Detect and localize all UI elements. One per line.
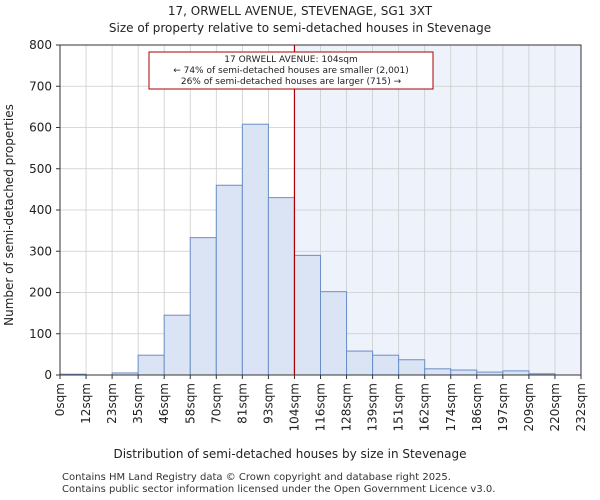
x-tick-label: 162sqm <box>418 383 432 431</box>
x-tick-label: 174sqm <box>444 383 458 431</box>
x-tick-label: 186sqm <box>470 383 484 431</box>
histogram-bar <box>189 237 217 376</box>
histogram-bar <box>450 369 478 376</box>
y-tick-label: 800 <box>29 38 52 52</box>
y-tick-label: 200 <box>29 286 52 300</box>
x-tick-label: 81sqm <box>235 383 249 424</box>
histogram-bar <box>502 370 530 376</box>
x-tick-label: 128sqm <box>340 383 354 431</box>
footer-copyright: Contains HM Land Registry data © Crown c… <box>62 472 451 483</box>
x-tick-label: 35sqm <box>131 383 145 424</box>
x-tick-label: 151sqm <box>392 383 406 431</box>
x-tick-label: 116sqm <box>314 383 328 431</box>
histogram-bar <box>241 123 269 376</box>
histogram-bar <box>424 368 452 376</box>
annotation-box <box>148 51 434 90</box>
chart-subtitle: Size of property relative to semi-detach… <box>108 21 492 35</box>
y-tick-label: 0 <box>44 368 52 382</box>
histogram-bar <box>372 354 400 376</box>
histogram-bar <box>267 197 295 376</box>
x-tick-label: 23sqm <box>105 383 119 424</box>
footer-licence: Contains public sector information licen… <box>62 484 496 495</box>
x-tick-label: 139sqm <box>366 383 380 431</box>
x-tick-label: 104sqm <box>287 383 301 431</box>
x-tick-label: 197sqm <box>496 383 510 431</box>
y-tick-label: 100 <box>29 327 52 341</box>
x-tick-label: 12sqm <box>79 383 93 424</box>
histogram-bar <box>163 314 191 376</box>
histogram-bar <box>137 354 165 376</box>
annotation-line1: 17 ORWELL AVENUE: 104sqm <box>224 55 357 65</box>
chart-title: 17, ORWELL AVENUE, STEVENAGE, SG1 3XT <box>167 4 433 18</box>
x-tick-label: 93sqm <box>261 383 275 424</box>
y-axis-label: Number of semi-detached properties <box>2 104 16 326</box>
x-tick-label: 0sqm <box>53 383 67 416</box>
x-tick-label: 58sqm <box>183 383 197 424</box>
y-tick-label: 300 <box>29 244 52 258</box>
annotation-line3: 26% of semi-detached houses are larger (… <box>181 77 402 87</box>
x-axis-label: Distribution of semi-detached houses by … <box>113 447 466 461</box>
histogram-bar <box>398 359 426 376</box>
x-tick-label: 232sqm <box>574 383 588 431</box>
x-tick-label: 220sqm <box>548 383 562 431</box>
y-tick-label: 600 <box>29 121 52 135</box>
x-tick-label: 46sqm <box>157 383 171 424</box>
histogram-bar <box>215 184 243 376</box>
histogram-bar <box>320 291 348 376</box>
y-tick-label: 700 <box>29 79 52 93</box>
x-tick-label: 209sqm <box>522 383 536 431</box>
histogram-bar <box>293 254 322 376</box>
x-tick-label: 70sqm <box>209 383 223 424</box>
annotation-line2: ← 74% of semi-detached houses are smalle… <box>173 66 409 76</box>
y-tick-label: 400 <box>29 203 52 217</box>
histogram-bar <box>346 350 374 376</box>
y-tick-label: 500 <box>29 162 52 176</box>
histogram-chart: 0 100 200 300 400 500 600 700 800 0sqm 12sqm 23sqm 3… <box>2 38 588 461</box>
